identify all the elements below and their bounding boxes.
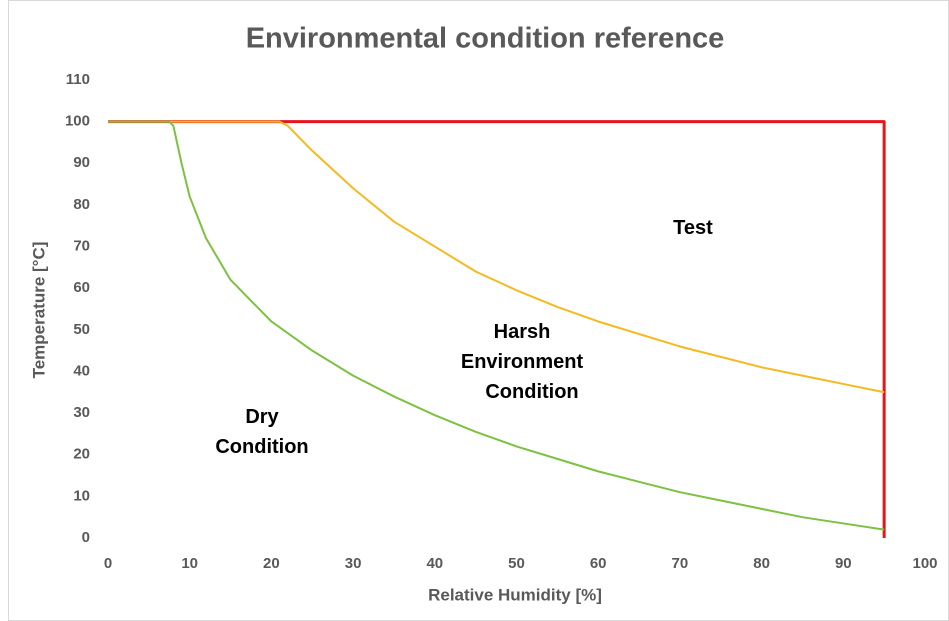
x-tick-label: 0 — [104, 555, 112, 572]
line — [108, 120, 886, 538]
annotation: Harsh Environment Condition — [461, 321, 584, 403]
y-tick-label: 40 — [73, 362, 90, 379]
x-axis-label: Relative Humidity [%] — [428, 585, 602, 604]
y-tick-label: 0 — [82, 529, 90, 546]
y-tick-label: 110 — [66, 71, 90, 88]
x-tick-label: 20 — [263, 555, 280, 572]
y-tick-label: 60 — [73, 279, 90, 296]
chart-title: Environmental condition reference — [246, 23, 725, 55]
y-tick-label: 90 — [73, 154, 90, 171]
y-tick-label: 50 — [73, 321, 90, 338]
y-tick-label: 100 — [65, 113, 90, 130]
x-tick-label: 90 — [835, 555, 852, 572]
chart-border — [8, 0, 949, 621]
x-tick-label: 100 — [912, 555, 937, 572]
y-tick-label: 30 — [73, 404, 90, 421]
x-tick-label: 60 — [590, 555, 607, 572]
x-tick-label: 10 — [181, 555, 198, 572]
x-tick-label: 30 — [345, 555, 362, 572]
line — [108, 120, 885, 531]
line — [108, 120, 885, 394]
x-tick-label: 70 — [672, 555, 689, 572]
y-tick-label: 20 — [73, 446, 90, 463]
y-tick-label: 10 — [73, 487, 90, 504]
y-tick-label: 80 — [73, 196, 90, 213]
y-axis-label: Temperature [°C] — [29, 242, 48, 379]
x-tick-label: 80 — [753, 555, 770, 572]
annotation: Test — [673, 217, 713, 239]
x-tick-label: 50 — [508, 555, 525, 572]
y-tick-label: 70 — [73, 238, 90, 255]
x-tick-label: 40 — [426, 555, 443, 572]
annotation: Dry Condition — [215, 406, 308, 458]
